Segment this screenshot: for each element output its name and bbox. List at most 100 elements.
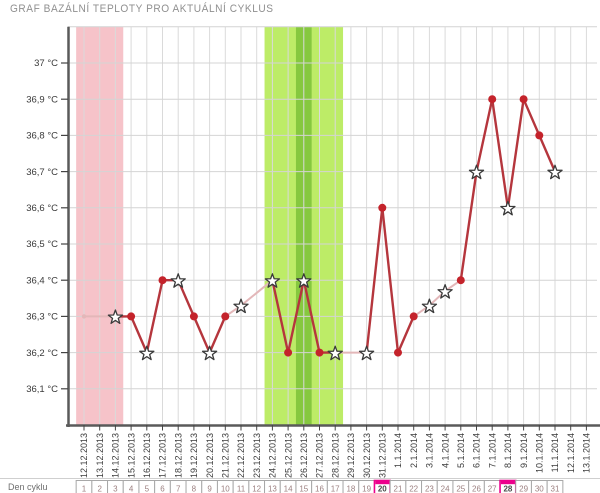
data-point-star (437, 284, 453, 299)
data-point-star (421, 298, 438, 314)
cycle-day-number: 19 (362, 485, 371, 493)
cycle-day-number: 21 (394, 485, 403, 493)
cycle-day-cell: 31 (546, 480, 564, 493)
data-point-markers (81, 95, 563, 361)
date-label: 31.12.2013 (378, 433, 388, 478)
date-label: 20.12.2013 (205, 433, 215, 478)
data-point-dot (456, 276, 465, 285)
data-point-star (358, 345, 375, 361)
line-segment-measured (381, 206, 400, 354)
data-point-dot (315, 348, 324, 357)
cycle-day-cell: 25 (452, 480, 470, 493)
data-point-dot (535, 131, 544, 140)
cycle-day-number: 4 (129, 485, 134, 493)
y-tick-label: 36,8 °C (26, 131, 58, 142)
cycle-day-highlight-bar (375, 481, 390, 485)
cycle-day-cell: 6 (154, 480, 171, 493)
date-label: 29.12.2013 (346, 433, 356, 478)
date-label: 12.12.2013 (79, 433, 89, 478)
cycle-day-cell: 4 (122, 480, 140, 493)
y-tick-label: 36,5 °C (26, 239, 58, 250)
cycle-day-number: 25 (456, 485, 465, 493)
line-segment-measured (286, 279, 305, 354)
line-segment-interpolated (240, 279, 274, 307)
cycle-day-cell: 29 (515, 480, 532, 493)
chart-title: GRAF BAZÁLNÍ TEPLOTY PRO AKTUÁLNÍ CYKLUS (10, 3, 274, 15)
y-tick-label: 37 °C (34, 58, 58, 69)
y-tick-label: 36,7 °C (26, 167, 58, 178)
cycle-day-cell: 24 (436, 480, 454, 493)
line-segment-measured (475, 97, 494, 173)
line-segment-measured (271, 279, 290, 354)
cycle-day-cell: 8 (185, 480, 203, 493)
date-label: 3.1.2014 (425, 433, 435, 468)
cycle-day-cell: 11 (232, 480, 250, 493)
data-point-dot (284, 348, 293, 357)
line-segment-measured (302, 279, 321, 354)
cycle-day-number: 2 (97, 485, 102, 493)
line-segment-measured (145, 279, 164, 354)
cycle-day-cell: 1 (75, 480, 93, 493)
data-point-dot (394, 348, 402, 357)
date-label: 21.12.2013 (221, 433, 231, 478)
date-label: 11.1.2014 (550, 433, 560, 472)
cycle-day-cell: 17 (326, 480, 344, 493)
cycle-day-cell: 9 (201, 480, 218, 493)
line-segment-measured (129, 315, 149, 354)
cycle-day-number: 9 (207, 485, 212, 493)
cycle-day-number: 15 (299, 485, 308, 493)
date-label: 6.1.2014 (472, 433, 482, 468)
data-point-dot (409, 312, 418, 321)
cycle-day-cell: 12 (248, 480, 266, 493)
date-label: 27.12.2013 (315, 433, 325, 478)
cycle-day-cell: 15 (295, 480, 313, 493)
cycle-day-cell: 23 (421, 480, 438, 493)
date-label: 18.12.2013 (173, 433, 183, 478)
cycle-day-number: 23 (425, 485, 434, 493)
line-segment-measured (396, 315, 415, 354)
cycle-day-number: 10 (221, 485, 230, 493)
date-label: 13.1.2014 (582, 433, 592, 473)
date-label: 1.1.2014 (393, 433, 403, 468)
cycle-day-cell: 2 (91, 480, 109, 493)
data-point-star (201, 345, 218, 361)
data-point-dot (127, 312, 136, 321)
cycle-day-number: 24 (441, 485, 450, 493)
date-label: 10.1.2014 (535, 433, 545, 473)
date-label: 9.1.2014 (519, 433, 529, 468)
date-label: 30.12.2013 (362, 433, 372, 478)
cycle-day-number: 27 (488, 485, 497, 493)
cycle-day-highlight-bar (500, 481, 515, 485)
cycle-day-cell: 14 (279, 480, 297, 493)
cycle-day-cell: 19 (358, 480, 375, 493)
line-segment-measured (192, 315, 211, 354)
data-point-star (547, 164, 563, 180)
cycle-day-number: 31 (551, 485, 560, 493)
y-tick-label: 36,1 °C (26, 384, 58, 395)
data-point-star (139, 345, 155, 361)
date-label: 15.12.2013 (126, 433, 136, 478)
cycle-day-cell: 28 (499, 479, 517, 493)
line-segment-measured (208, 315, 227, 354)
cycle-day-number: 22 (409, 485, 418, 493)
line-segment-measured (365, 206, 384, 354)
data-point-dot (221, 312, 230, 321)
data-point-star (107, 309, 124, 325)
data-point-star (170, 273, 186, 288)
line-segment-measured (491, 97, 510, 210)
cycle-day-cell: 16 (311, 480, 328, 493)
date-axis-labels: 12.12.2013 13.12.2013 14.12.2013 15.12.2013… (79, 425, 592, 478)
date-label: 26.12.2013 (299, 433, 309, 478)
date-label: 17.12.2013 (158, 433, 168, 478)
data-point-star (500, 200, 516, 216)
y-tick-label: 36,6 °C (26, 203, 58, 214)
date-label: 16.12.2013 (142, 433, 152, 478)
date-label: 5.1.2014 (456, 433, 466, 468)
cycle-day-cell: 21 (389, 480, 407, 493)
cycle-day-number: 13 (268, 485, 277, 493)
cycle-day-number: 20 (378, 485, 387, 493)
date-label: 22.12.2013 (236, 433, 246, 478)
cycle-day-number: 8 (192, 485, 197, 493)
date-label: 13.12.2013 (95, 433, 105, 478)
